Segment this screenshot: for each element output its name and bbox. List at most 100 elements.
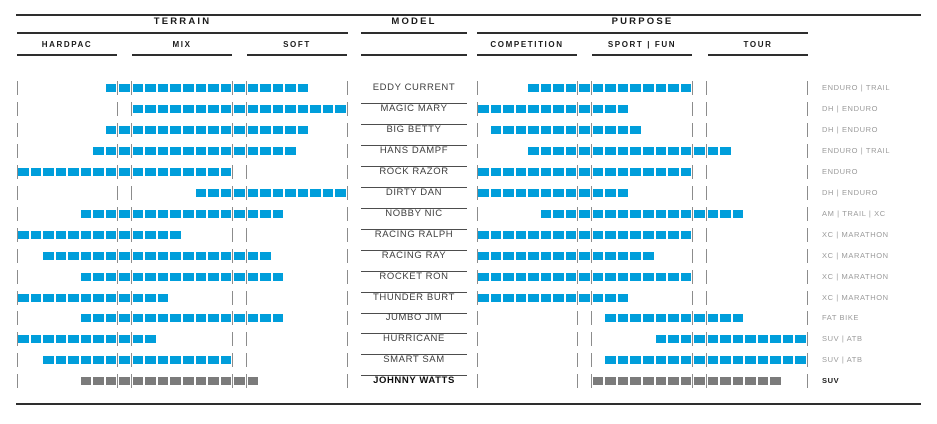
- terrain-zone-tick: [346, 332, 348, 347]
- terrain-zone-tick: [246, 269, 247, 284]
- purpose-bar-square: [515, 125, 527, 134]
- purpose-bar-square: [540, 293, 552, 302]
- terrain-bar-square: [195, 251, 207, 260]
- purpose-zone-tick: [706, 290, 707, 305]
- purpose-bar-square: [770, 356, 781, 365]
- purpose-zone-tick: [591, 81, 593, 95]
- terrain-bar-square: [68, 293, 79, 302]
- purpose-bar-square: [707, 314, 719, 323]
- purpose-bar-square: [770, 377, 781, 386]
- terrain-bar-square: [105, 314, 117, 323]
- purpose-bar-square: [630, 314, 641, 323]
- purpose-bar-square: [592, 272, 604, 281]
- terrain-bar-square: [93, 167, 104, 176]
- terrain-bar-square: [183, 314, 194, 323]
- terrain-bar-square: [132, 167, 144, 176]
- terrain-zone-tick: [231, 374, 233, 389]
- purpose-zone-tick: [476, 122, 478, 137]
- terrain-bar-square: [183, 104, 194, 113]
- purpose-bar-square: [643, 230, 654, 239]
- purpose-bar-square: [605, 209, 616, 218]
- purpose-bar-square: [680, 146, 692, 155]
- purpose-zone-tick: [577, 206, 578, 221]
- terrain-bar-square: [55, 251, 67, 260]
- terrain-bar-square: [183, 356, 194, 365]
- purpose-bar-square: [668, 272, 679, 281]
- terrain-zone-tick: [117, 185, 118, 200]
- purpose-bar-square: [617, 125, 629, 134]
- purpose-zone-tick: [476, 311, 478, 326]
- terrain-zone-tick: [16, 353, 18, 368]
- purpose-bar-square: [643, 209, 654, 218]
- terrain-bar-square: [132, 230, 144, 239]
- purpose-bar-square: [605, 272, 616, 281]
- purpose-bar-square: [515, 272, 527, 281]
- purpose-bar-square: [643, 146, 654, 155]
- purpose-bar-square: [643, 314, 654, 323]
- terrain-bar-square: [43, 335, 54, 344]
- purpose-bar-square: [668, 335, 679, 344]
- terrain-bar-square: [208, 209, 219, 218]
- purpose-bar-square: [540, 125, 552, 134]
- terrain-zone-tick: [16, 185, 18, 200]
- terrain-bar-square: [260, 314, 271, 323]
- terrain-bar-square: [170, 230, 181, 239]
- model-row-separator: [361, 207, 467, 209]
- terrain-zone-tick: [246, 353, 247, 368]
- zone-label-competition: COMPETITION: [490, 40, 564, 49]
- terrain-bar-square: [132, 293, 144, 302]
- terrain-zone-tick: [16, 248, 18, 263]
- purpose-bar-square: [540, 272, 552, 281]
- purpose-bar-square: [478, 188, 489, 197]
- terrain-bar-square: [93, 293, 104, 302]
- terrain-bar-square: [208, 84, 219, 92]
- purpose-bar-square: [592, 209, 604, 218]
- terrain-bar-square: [195, 272, 207, 281]
- model-row-separator: [361, 123, 467, 125]
- model-row-separator: [361, 186, 467, 188]
- terrain-bar-square: [105, 356, 117, 365]
- terrain-bar-square: [208, 104, 219, 113]
- purpose-bar-square: [630, 167, 641, 176]
- purpose-zone-tick: [591, 269, 593, 284]
- terrain-bar-square: [119, 293, 130, 302]
- purpose-bar-square: [592, 146, 604, 155]
- purpose-bar-square: [553, 146, 564, 155]
- purpose-zone-tick: [476, 227, 478, 242]
- terrain-bar-square: [285, 188, 296, 197]
- category-label: FAT BIKE: [822, 313, 860, 323]
- purpose-bar-square: [668, 167, 679, 176]
- terrain-zone-tick: [16, 269, 18, 284]
- purpose-zone-tick: [591, 185, 593, 200]
- terrain-bar-square: [132, 314, 144, 323]
- terrain-bar-square: [170, 125, 181, 134]
- terrain-bar-square: [247, 272, 259, 281]
- terrain-bar-square: [145, 104, 156, 113]
- terrain-bar-square: [105, 335, 117, 344]
- purpose-zone-tick: [691, 122, 693, 137]
- terrain-bar-square: [119, 314, 130, 323]
- category-label: XC | MARATHON: [822, 271, 889, 281]
- terrain-zone-tick: [131, 353, 133, 368]
- purpose-bar-square: [579, 167, 590, 176]
- terrain-bar-square: [234, 314, 245, 323]
- purpose-bar-square: [617, 356, 629, 365]
- purpose-bar-square: [757, 335, 769, 344]
- purpose-bar-square: [655, 314, 667, 323]
- top-rule: [16, 14, 921, 16]
- terrain-bar-square: [260, 84, 271, 92]
- terrain-zone-tick: [246, 185, 247, 200]
- terrain-zone-tick: [117, 143, 118, 158]
- purpose-zone-tick: [691, 248, 693, 263]
- terrain-zone-tick: [16, 143, 18, 158]
- terrain-bar-square: [297, 84, 309, 92]
- terrain-bar-square: [170, 104, 181, 113]
- terrain-zone-tick: [346, 164, 348, 179]
- purpose-bar-square: [694, 377, 705, 386]
- terrain-zone-tick: [346, 353, 348, 368]
- terrain-bar-square: [247, 314, 259, 323]
- terrain-zone-tick: [346, 290, 348, 305]
- terrain-bar-square: [80, 335, 92, 344]
- purpose-bar-square: [490, 167, 502, 176]
